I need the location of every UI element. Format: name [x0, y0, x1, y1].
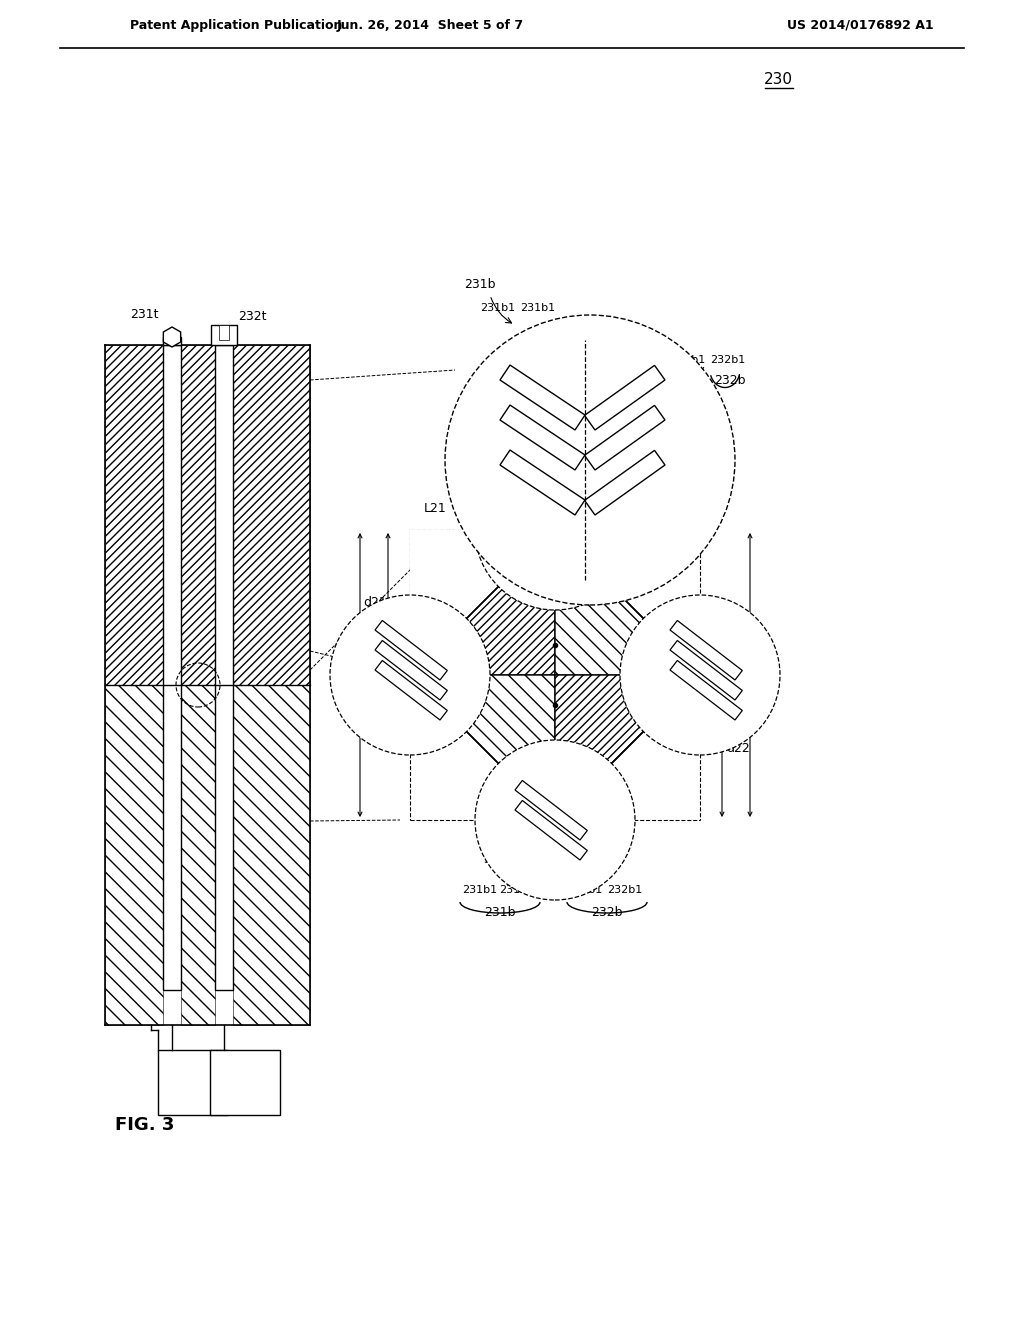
Text: Jun. 26, 2014  Sheet 5 of 7: Jun. 26, 2014 Sheet 5 of 7: [337, 18, 523, 32]
Text: d22: d22: [726, 742, 750, 755]
Bar: [210, 1049, 280, 1115]
Text: Si21: Si21: [482, 855, 507, 865]
Text: Le2: Le2: [594, 614, 616, 627]
Text: 232b: 232b: [715, 374, 745, 387]
Text: E21: E21: [512, 635, 534, 645]
Text: L22: L22: [573, 502, 596, 515]
Circle shape: [620, 595, 780, 755]
Text: 1/2U2: 1/2U2: [558, 750, 592, 760]
Text: 231b1: 231b1: [520, 304, 555, 313]
Ellipse shape: [445, 315, 735, 605]
Text: E22: E22: [575, 698, 596, 708]
Circle shape: [330, 595, 490, 755]
Bar: [181, 685, 215, 1026]
Text: 232b: 232b: [591, 906, 623, 919]
Bar: [158, 1049, 228, 1115]
Text: 1/2U2: 1/2U2: [589, 605, 622, 615]
Text: Si22: Si22: [558, 545, 583, 554]
Text: US 2014/0176892 A1: US 2014/0176892 A1: [787, 18, 934, 32]
Polygon shape: [555, 531, 700, 675]
Text: Patent Application Publication: Patent Application Publication: [130, 18, 342, 32]
Text: U2: U2: [337, 668, 353, 681]
Text: U2: U2: [757, 668, 773, 681]
Bar: [105, 345, 310, 1026]
Text: 231b1: 231b1: [480, 304, 515, 313]
Bar: [163, 337, 181, 345]
Polygon shape: [555, 675, 700, 820]
Text: 232t: 232t: [238, 310, 266, 323]
Bar: [105, 345, 163, 685]
Text: FIG. 3: FIG. 3: [116, 1115, 175, 1134]
Bar: [181, 345, 215, 685]
Text: 232b1: 232b1: [607, 884, 643, 895]
Text: d21: d21: [364, 597, 387, 610]
Polygon shape: [164, 327, 180, 347]
Bar: [215, 345, 233, 990]
Text: Le1: Le1: [549, 614, 571, 627]
Text: 231b: 231b: [464, 279, 496, 292]
Polygon shape: [410, 531, 555, 675]
Text: 232b1: 232b1: [567, 884, 603, 895]
Text: 231b: 231b: [484, 906, 516, 919]
Bar: [233, 685, 310, 1026]
Bar: [163, 345, 181, 990]
Text: 232b1: 232b1: [710, 355, 745, 366]
Text: 231t: 231t: [130, 309, 159, 322]
Text: 231b1: 231b1: [463, 884, 498, 895]
Text: 230: 230: [764, 73, 793, 87]
Text: de: de: [603, 366, 617, 375]
Bar: [233, 345, 310, 685]
Bar: [211, 325, 237, 345]
Circle shape: [475, 450, 635, 610]
Polygon shape: [410, 675, 555, 820]
Circle shape: [475, 741, 635, 900]
Text: L21: L21: [424, 502, 446, 515]
Bar: [219, 325, 229, 341]
Polygon shape: [410, 531, 555, 675]
Bar: [105, 685, 163, 1026]
Text: 231b1: 231b1: [500, 884, 535, 895]
Text: 232b1: 232b1: [670, 355, 705, 366]
